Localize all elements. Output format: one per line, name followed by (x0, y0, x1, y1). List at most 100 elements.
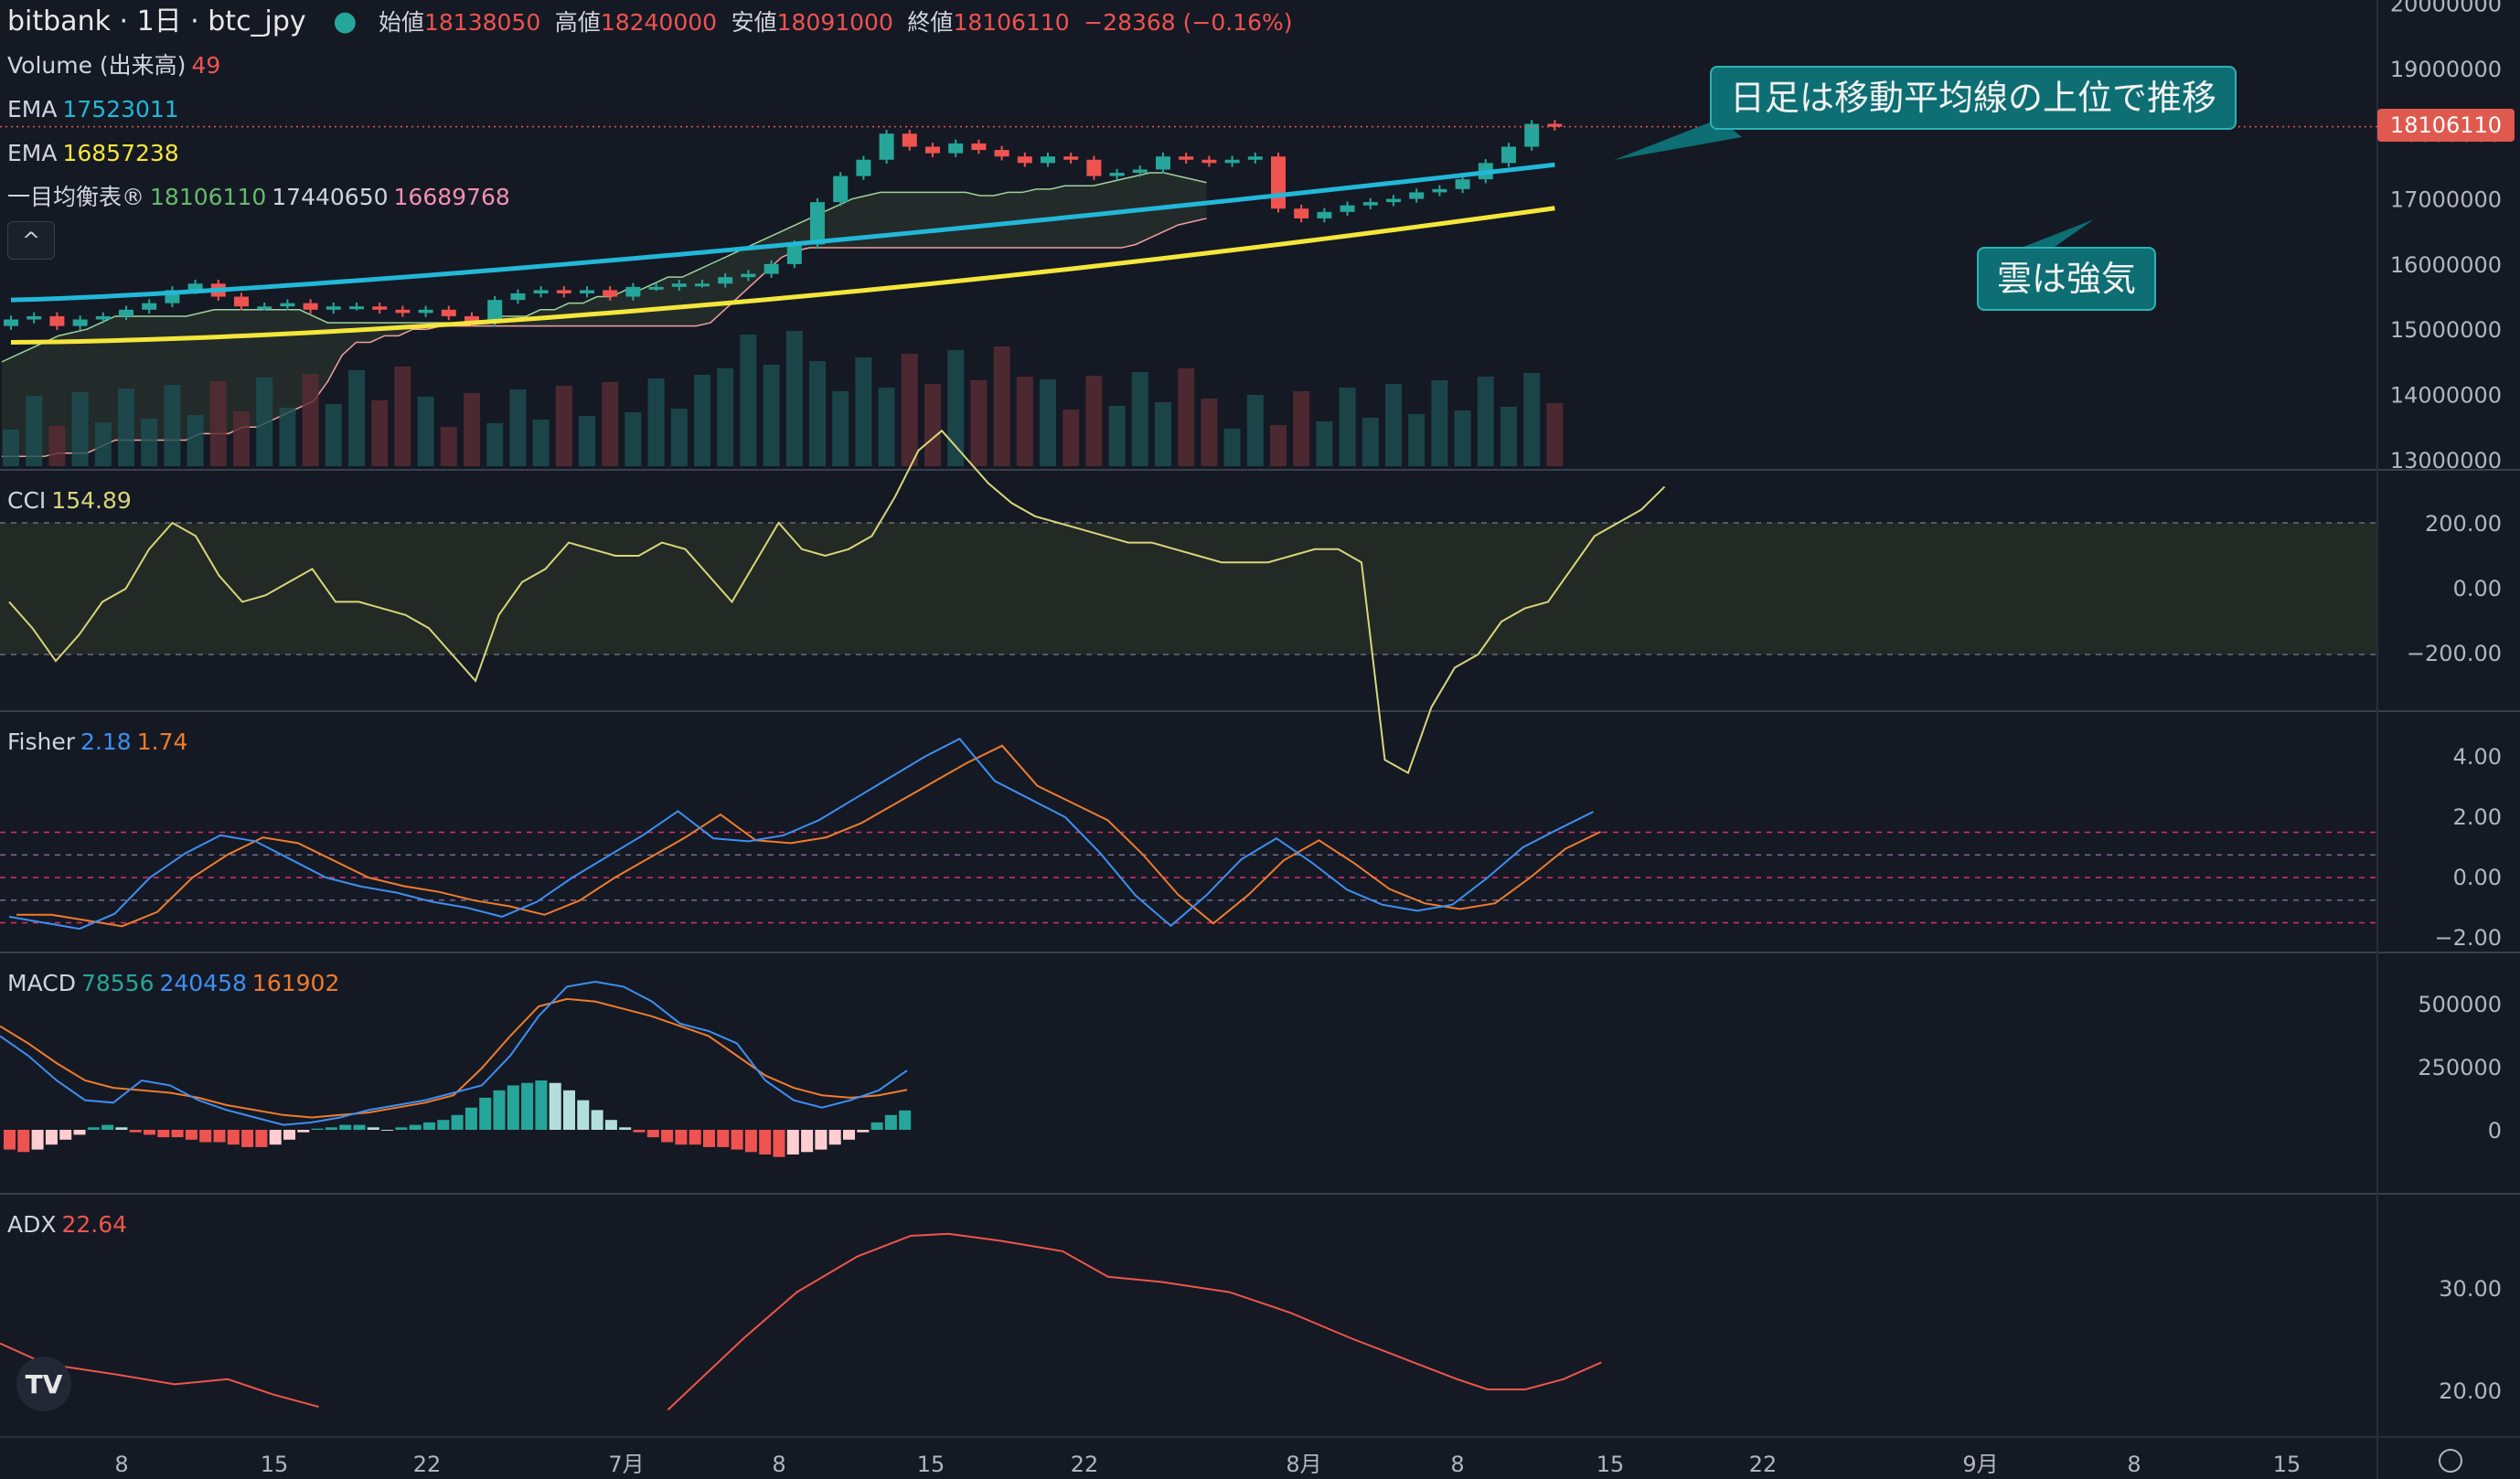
macd-histogram-bar (884, 1114, 897, 1130)
candle (1455, 179, 1470, 189)
macd-line (0, 980, 908, 1126)
macd-histogram-bar (703, 1130, 715, 1147)
macd-histogram-bar (129, 1130, 142, 1133)
candle (487, 300, 503, 324)
annotation-daily-trend[interactable]: 日足は移動平均線の上位で推移 (1710, 66, 2237, 130)
symbol-title[interactable]: bitbank · 1日 · btc_jpy (7, 5, 306, 37)
candle (303, 303, 318, 310)
candle (1547, 123, 1563, 127)
adx-legend[interactable]: ADX 22.64 (7, 1210, 133, 1240)
volume-bar (579, 416, 595, 466)
volume-bar (1246, 395, 1264, 466)
macd-histogram-bar (479, 1097, 492, 1130)
volume-bar (371, 400, 389, 466)
volume-bar (1523, 373, 1541, 466)
cci-value: 154.89 (51, 487, 132, 514)
price-tick-label: 20000000 (2390, 0, 2502, 17)
volume-legend[interactable]: Volume (出来高) 49 (7, 51, 226, 80)
macd-histogram-bar (521, 1082, 534, 1130)
candle (786, 244, 802, 264)
candle (1041, 156, 1055, 164)
price-tick-label: 15000000 (2390, 317, 2502, 343)
candle (1362, 202, 1378, 206)
ichimoku-legend[interactable]: 一目均衡表® 18106110 17440650 16689768 (7, 183, 516, 212)
time-tick-label: 15 (261, 1452, 289, 1477)
volume-bar (1454, 410, 1471, 466)
candle (510, 293, 526, 301)
candle (1017, 156, 1032, 164)
candle (556, 290, 571, 293)
macd-legend[interactable]: MACD 78556 240458 161902 (7, 969, 345, 998)
candle (948, 143, 964, 154)
volume-bar (901, 354, 918, 466)
candle (533, 290, 549, 293)
time-tick-label: 8 (1450, 1452, 1464, 1477)
fisher-legend[interactable]: Fisher 2.18 1.74 (7, 728, 193, 757)
candle (234, 296, 249, 307)
volume-bar (1408, 414, 1426, 466)
candle (833, 176, 849, 203)
volume-bar (187, 415, 204, 466)
candle (72, 319, 88, 326)
ichimoku-value-a: 18106110 (150, 184, 267, 210)
volume-bar (1385, 384, 1402, 466)
ema-slow-legend[interactable]: EMA 16857238 (7, 139, 185, 168)
time-tick-label: 8 (2127, 1452, 2141, 1477)
macd-histogram-bar (157, 1130, 170, 1138)
volume-bar (1085, 376, 1103, 466)
volume-bar (947, 350, 965, 466)
macd-histogram-bar (297, 1130, 310, 1133)
time-tick-label: 9月 (1962, 1452, 1998, 1477)
cci-legend[interactable]: CCI 154.89 (7, 486, 137, 516)
candle (1086, 159, 1102, 176)
ichimoku-value-c: 16689768 (393, 184, 510, 210)
macd-histogram-bar (339, 1124, 352, 1130)
volume-bar (1316, 421, 1333, 466)
volume-bar (1062, 410, 1080, 466)
macd-histogram-bar (409, 1124, 422, 1130)
candle (1386, 198, 1401, 203)
candle (1109, 173, 1125, 176)
macd-histogram-bar (661, 1130, 674, 1143)
candle (603, 290, 618, 297)
candle (625, 286, 641, 297)
macd-histogram-bar (577, 1100, 590, 1130)
volume-bar (878, 388, 895, 466)
macd-histogram-bar (381, 1130, 394, 1131)
candle (1156, 156, 1170, 170)
volume-bar (325, 404, 342, 466)
candle (49, 315, 65, 326)
volume-bar (785, 331, 803, 466)
settings-gear-icon[interactable] (2439, 1449, 2462, 1473)
volume-bar (302, 374, 319, 466)
candle (1317, 211, 1332, 218)
candle (718, 277, 733, 284)
volume-bar (763, 365, 780, 466)
macd-hist-value: 78556 (80, 970, 155, 996)
candle (1340, 205, 1355, 212)
price-tick-label: 17000000 (2390, 187, 2502, 213)
collapse-legend-button[interactable]: ^ (7, 221, 55, 260)
fisher-tick-label: 4.00 (2453, 744, 2502, 770)
fisher-tick-label: 2.00 (2453, 804, 2502, 830)
cci-tick-label: 200.00 (2425, 511, 2502, 537)
macd-histogram-bar (786, 1130, 799, 1154)
volume-bar (256, 378, 273, 466)
time-tick-label: 15 (1596, 1452, 1625, 1477)
macd-histogram-bar (255, 1130, 268, 1147)
candle (1524, 123, 1540, 147)
volume-bar (1040, 379, 1056, 466)
fisher-trigger-value: 1.74 (136, 729, 188, 755)
macd-histogram-bar (633, 1130, 646, 1133)
ema-fast-legend[interactable]: EMA 17523011 (7, 95, 185, 124)
macd-histogram-bar (59, 1130, 72, 1140)
annotation-cloud[interactable]: 雲は強気 (1977, 247, 2157, 311)
candle (395, 309, 411, 314)
macd-label: MACD (7, 970, 76, 996)
fisher-trigger-line (16, 744, 1601, 928)
candle (1501, 146, 1516, 164)
macd-histogram-bar (717, 1130, 730, 1147)
ema-fast-value: 17523011 (62, 96, 179, 122)
tradingview-logo-icon[interactable]: TV (16, 1357, 71, 1411)
